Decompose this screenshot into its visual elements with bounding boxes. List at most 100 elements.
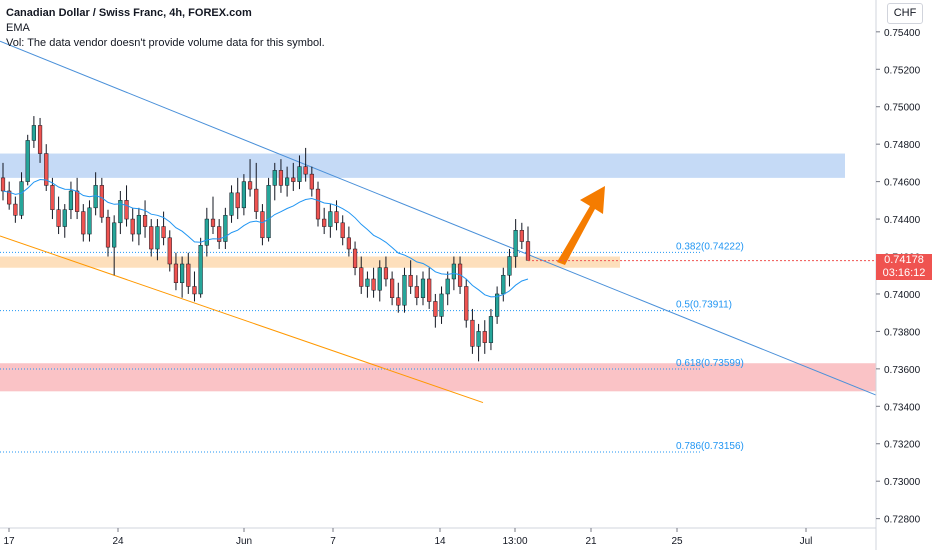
candle-body [62,209,67,227]
price-tick-label: 0.73200 [884,440,921,451]
candle-body [365,278,370,287]
candle-body [31,125,36,141]
candle-body [56,209,61,227]
price-tick-label: 0.75000 [884,103,921,114]
zone-support [0,256,620,268]
candle-body [180,263,185,283]
candle-body [81,211,86,235]
candle-body [75,190,80,212]
candle-body [25,140,30,182]
candle-body [210,218,216,227]
candle-body [340,222,345,239]
candle-body [352,248,358,268]
bar-countdown: 03:16:12 [882,266,926,279]
candle-body [235,192,240,209]
candle-body [112,222,117,248]
candle-body [427,278,432,302]
candle-body [501,274,506,295]
candle-body [285,177,290,186]
candle-body [13,203,18,216]
candle-body [19,181,24,216]
candle-body [334,211,339,224]
candle-body [291,177,296,182]
candle-body [439,293,444,317]
candle-body [383,267,389,280]
candle-body [482,331,487,343]
candle-body [408,274,413,287]
candle-body [488,316,494,343]
candle-body [241,181,246,209]
candle-body [414,286,419,298]
time-tick-label: 14 [434,536,446,547]
arrow-annotation [557,186,605,265]
fib-label: 0.618(0.73599) [676,358,744,369]
price-tick-label: 0.74800 [884,140,921,151]
candle-body [513,230,518,257]
candle-body [186,263,191,287]
time-tick-label: 7 [330,536,336,547]
lower-trendline [0,235,484,404]
price-tick-label: 0.75400 [884,28,921,39]
candle-body [136,215,141,235]
candle-body [525,241,531,261]
candle-body [445,278,450,295]
price-tick-label: 0.74000 [884,290,921,301]
candle-body [142,215,148,227]
candle-body [495,293,500,317]
candle-body [229,192,234,216]
candle-body [476,331,481,347]
trendlines-layer [0,40,877,404]
candle-body [315,188,321,220]
candle-body [390,278,395,298]
candle-body [130,218,135,235]
fib-label: 0.5(0.73911) [676,300,732,311]
price-tick-label: 0.73600 [884,365,921,376]
zone-resistance [0,153,845,178]
candle-body [254,188,259,212]
candle-body [470,319,475,347]
currency-button[interactable]: CHF [887,3,923,24]
candle-body [68,190,74,210]
candle-body [223,215,228,242]
price-tick-label: 0.72800 [884,515,921,526]
candle-body [247,181,253,190]
price-tick-label: 0.73800 [884,327,921,338]
candle-body [303,166,308,175]
candle-body [99,185,104,218]
candle-body [346,237,351,250]
candle-body [149,226,154,250]
candle-body [93,185,98,209]
candle-body [217,226,222,242]
axes-layer: 0.75400 0.75200 0.75000 0.74800 0.74600 0.744… [0,0,921,550]
time-tick-label: 21 [585,536,597,547]
candle-body [161,226,166,239]
current-price: 0.74178 [884,253,924,266]
time-tick-label: 24 [112,536,124,547]
fib-label: 0.382(0.74222) [676,241,744,252]
candle-body [44,153,49,186]
candle-body [464,286,469,321]
candle-body [50,185,55,210]
candle-body [402,274,407,306]
time-tick-label: Jun [236,536,252,547]
candle-body [420,278,426,298]
candle-body [198,245,203,295]
time-tick-label: Jul [800,536,813,547]
indicator-label[interactable]: EMA [6,22,30,34]
chart-legend: Canadian Dollar / Swiss Franc, 4h, FOREX… [6,6,325,51]
candle-body [87,207,92,235]
price-tick-label: 0.73000 [884,477,921,488]
upper-trendline [0,40,877,396]
price-tick-label: 0.74600 [884,178,921,189]
price-tick-label: 0.73400 [884,402,921,413]
candle-body [37,125,43,154]
current-price-tag: 0.74178 03:16:12 [876,253,932,280]
candle-body [167,237,172,265]
candle-body [433,301,438,317]
candle-body [124,200,129,220]
candle-body [519,230,524,242]
candle-body [266,185,271,239]
ema-layer [2,178,529,298]
